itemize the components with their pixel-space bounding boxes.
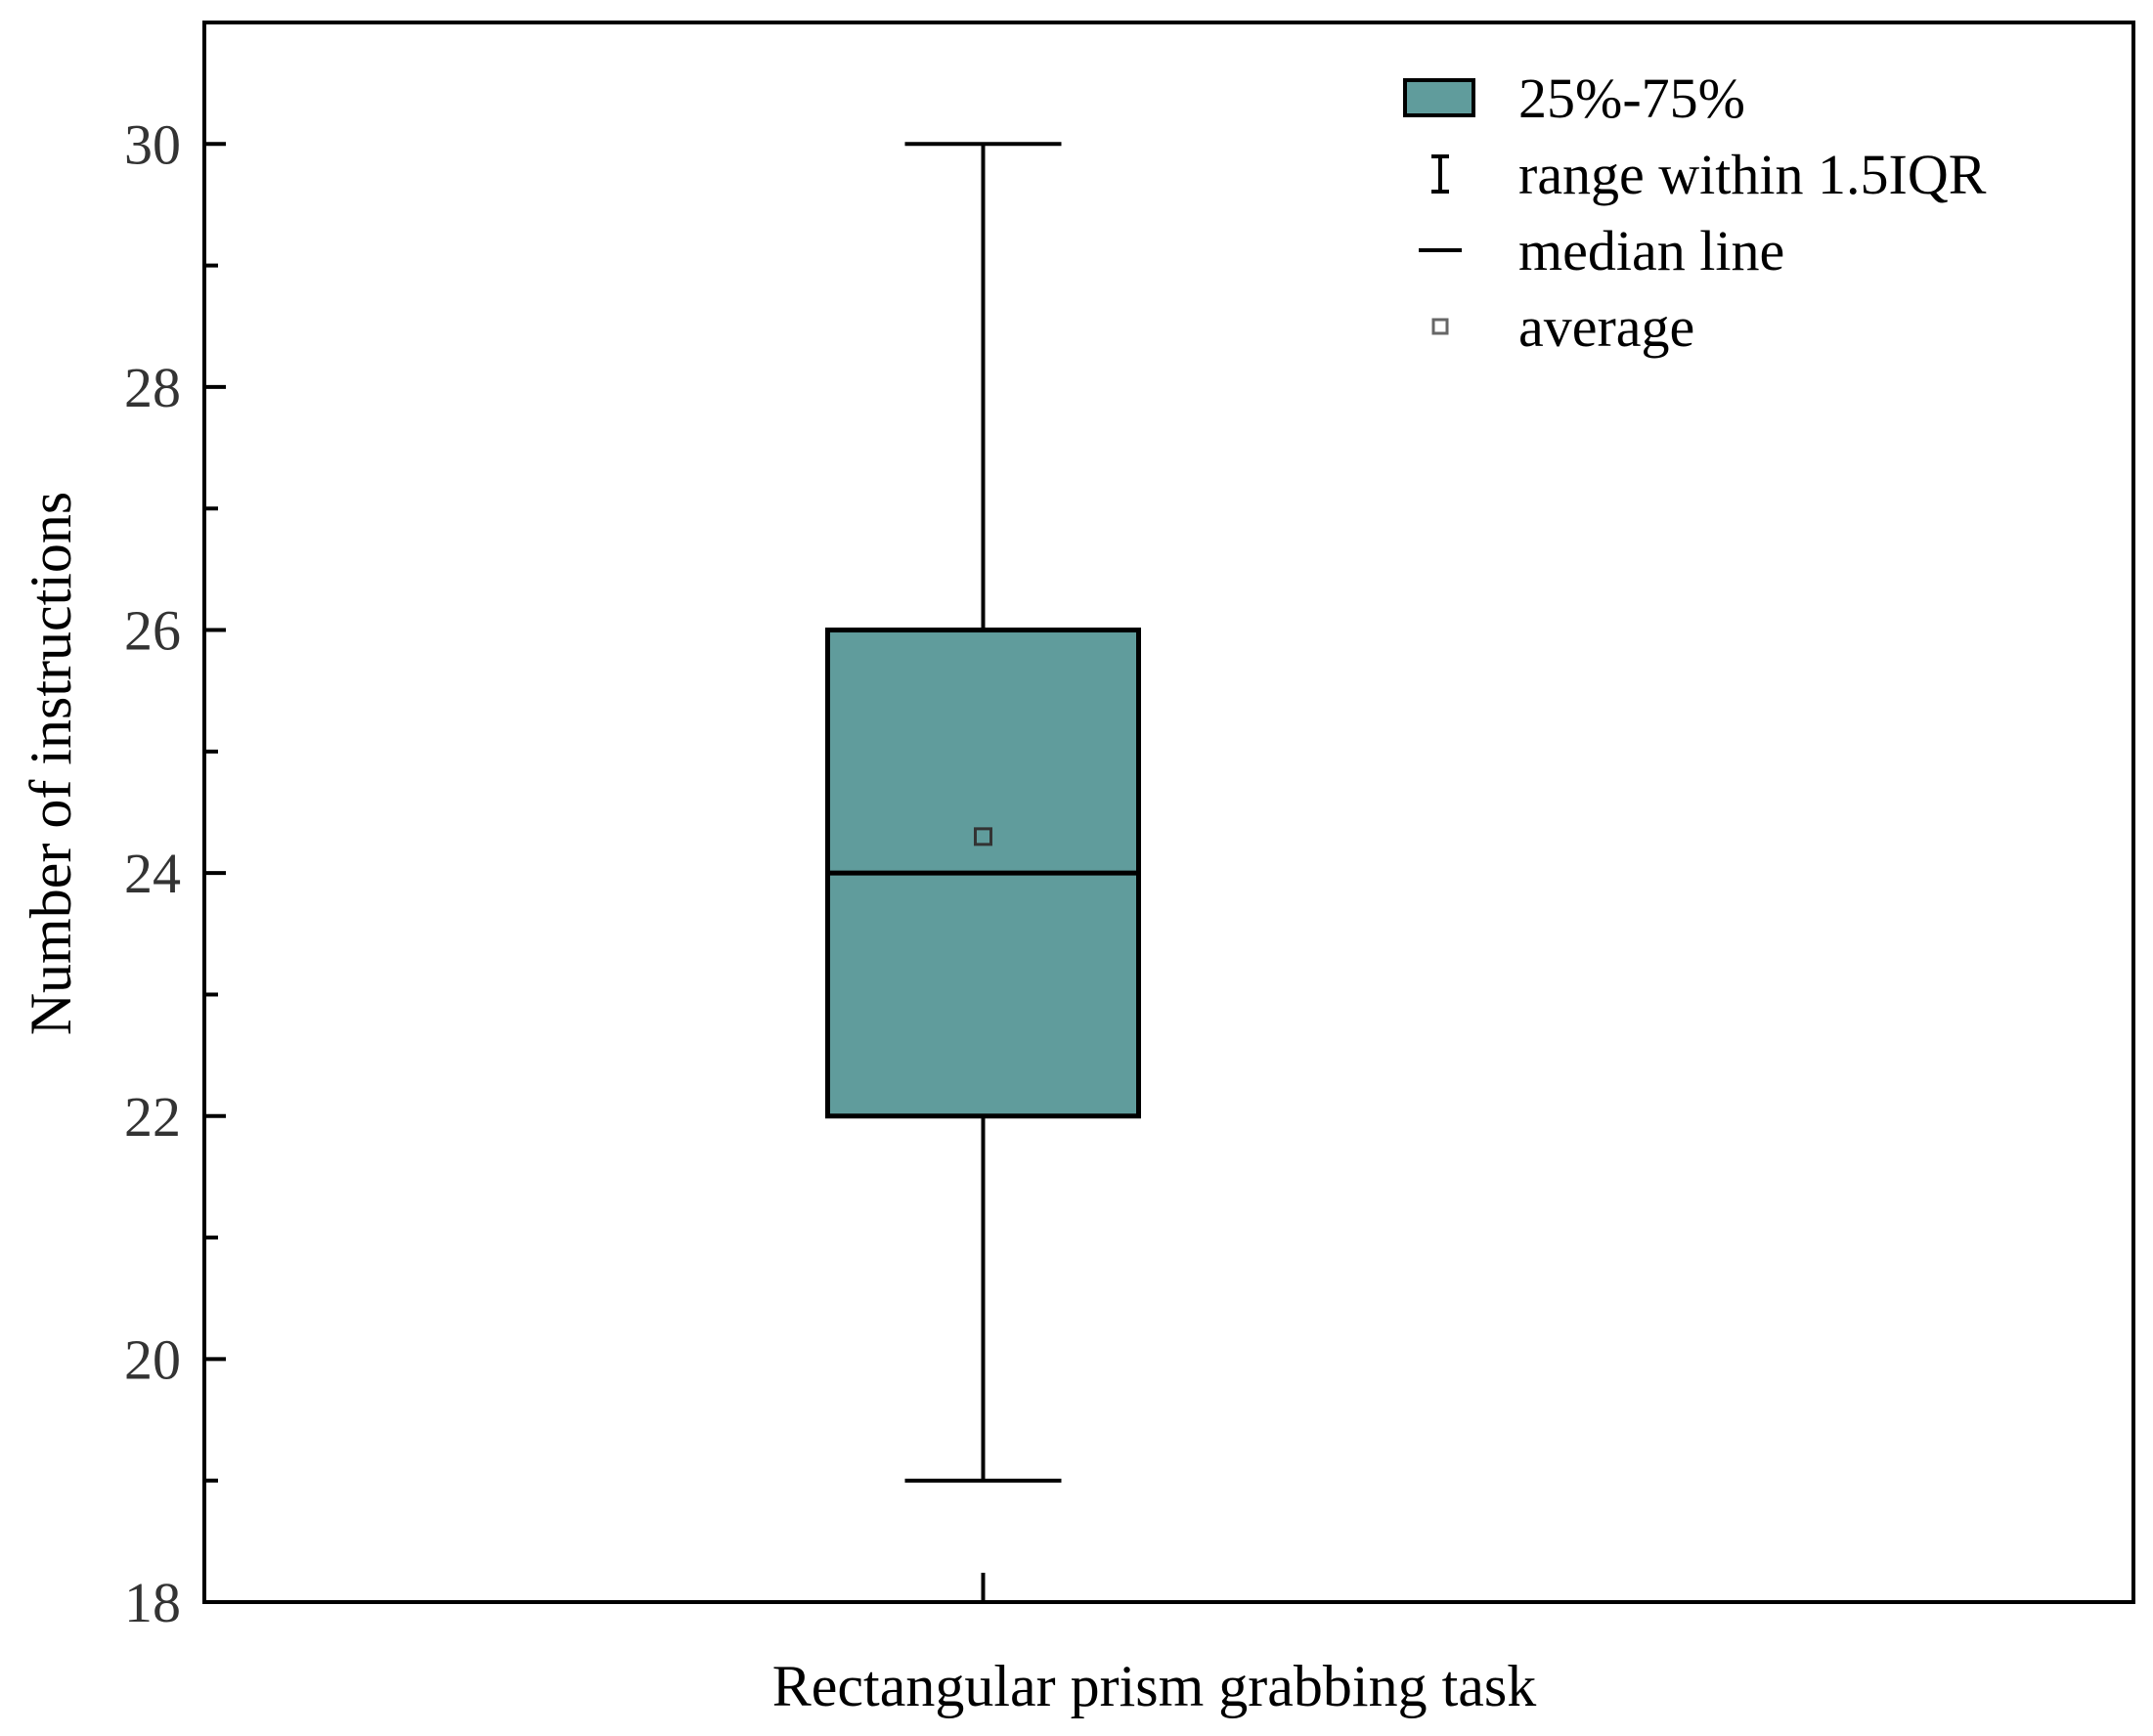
legend-box-swatch	[1403, 78, 1475, 117]
y-tick-label: 20	[124, 1327, 181, 1391]
x-axis-title: Rectangular prism grabbing task	[772, 1654, 1536, 1718]
legend-item-median: median line	[1419, 219, 1784, 282]
legend-label: 25%-75%	[1518, 66, 1745, 130]
legend-mean-swatch	[1431, 318, 1449, 335]
y-tick-label: 18	[124, 1571, 181, 1634]
legend-label: average	[1518, 295, 1694, 359]
y-tick-label: 22	[124, 1085, 181, 1149]
box-plot-layer	[825, 142, 1141, 1483]
y-tick-label: 28	[124, 356, 181, 419]
y-axis-title: Number of instructions	[19, 492, 83, 1036]
legend-item-mean: average	[1431, 295, 1694, 359]
box-plot-item	[825, 142, 1141, 1483]
legend: 25%-75% range within 1.5IQR median line ave…	[1403, 66, 1987, 359]
mean-marker	[974, 827, 992, 846]
legend-item-whisker: range within 1.5IQR	[1431, 143, 1987, 206]
y-tick-label: 26	[124, 599, 181, 663]
y-axis-ticks: 18 20 22 24 26 28 30	[124, 21, 986, 1634]
y-tick-label: 30	[124, 112, 181, 176]
legend-label: median line	[1518, 219, 1784, 282]
y-tick-label: 24	[124, 842, 181, 905]
legend-label: range within 1.5IQR	[1518, 143, 1987, 206]
plot-frame	[202, 21, 2135, 1604]
legend-item-box: 25%-75%	[1403, 66, 1745, 130]
legend-whisker-swatch	[1431, 154, 1449, 194]
